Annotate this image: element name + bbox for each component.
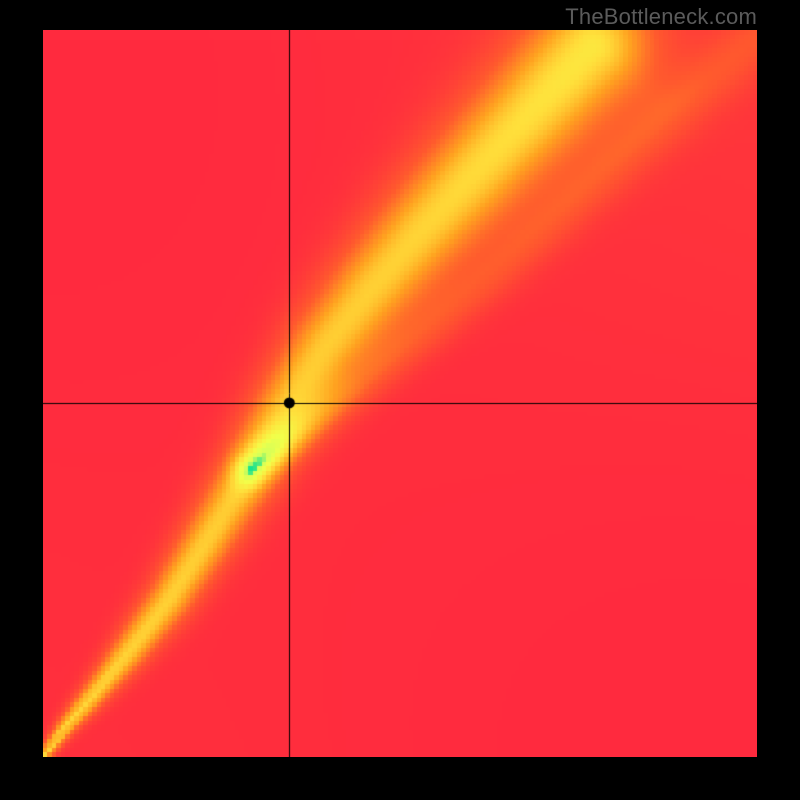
watermark-text: TheBottleneck.com [565, 4, 757, 30]
heatmap-canvas [43, 30, 757, 757]
chart-frame [0, 0, 800, 800]
